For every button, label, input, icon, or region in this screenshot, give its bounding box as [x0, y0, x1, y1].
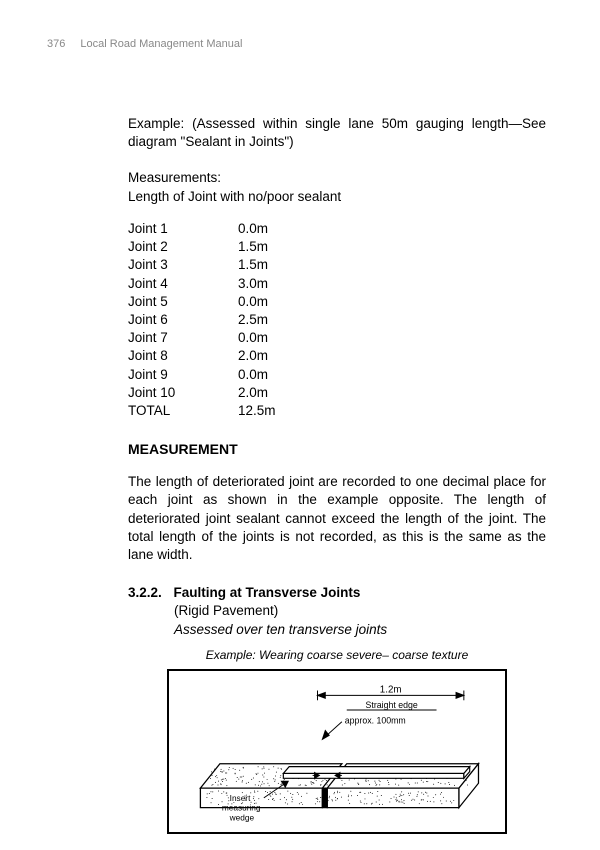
measurements-block: Measurements: Length of Joint with no/po… [128, 169, 546, 205]
measurements-sublabel: Length of Joint with no/poor sealant [128, 188, 546, 206]
subsection-title: Faulting at Transverse Joints [174, 585, 361, 600]
joint-label: Joint 9 [128, 366, 238, 384]
page-number: 376 [47, 38, 65, 50]
diagram-label-dimension: 1.2m [380, 685, 402, 696]
table-row: Joint 43.0m [128, 275, 546, 293]
diagram-caption: Example: Wearing coarse severe– coarse t… [128, 647, 546, 663]
joint-value: 0.0m [238, 366, 318, 384]
joint-measurements-table: Joint 10.0mJoint 21.5mJoint 31.5mJoint 4… [128, 220, 546, 420]
subsection-subtitle-2: Assessed over ten transverse joints [174, 621, 546, 639]
measurements-label: Measurements: [128, 169, 546, 187]
table-row: TOTAL12.5m [128, 402, 546, 420]
table-row: Joint 62.5m [128, 311, 546, 329]
manual-title: Local Road Management Manual [80, 38, 242, 50]
joint-value: 2.0m [238, 347, 318, 365]
joint-label: Joint 4 [128, 275, 238, 293]
subsection-subtitle-1: (Rigid Pavement) [174, 602, 546, 620]
joint-label: Joint 6 [128, 311, 238, 329]
faulting-diagram-svg: 1.2m Straight edge approx. 100mm [169, 671, 505, 832]
subsection-number: 3.2.2. [128, 585, 162, 600]
measurement-body-paragraph: The length of deteriorated joint are rec… [128, 473, 546, 564]
example-paragraph: Example: (Assessed within single lane 50… [128, 115, 546, 151]
joint-label: Joint 8 [128, 347, 238, 365]
table-row: Joint 31.5m [128, 256, 546, 274]
joint-label: Joint 1 [128, 220, 238, 238]
table-row: Joint 82.0m [128, 347, 546, 365]
table-row: Joint 50.0m [128, 293, 546, 311]
joint-label: Joint 2 [128, 238, 238, 256]
joint-label: Joint 10 [128, 384, 238, 402]
joint-value: 2.0m [238, 384, 318, 402]
section-heading-measurement: MEASUREMENT [128, 440, 546, 459]
joint-value: 2.5m [238, 311, 318, 329]
diagram-box: 1.2m Straight edge approx. 100mm [167, 669, 507, 834]
table-row: Joint 10.0m [128, 220, 546, 238]
table-row: Joint 70.0m [128, 329, 546, 347]
page-content: Example: (Assessed within single lane 50… [128, 115, 546, 834]
joint-label: TOTAL [128, 402, 238, 420]
diagram-label-approx: approx. 100mm [345, 716, 406, 726]
page-header: 376 Local Road Management Manual [47, 38, 242, 50]
table-row: Joint 102.0m [128, 384, 546, 402]
joint-value: 0.0m [238, 220, 318, 238]
joint-value: 0.0m [238, 329, 318, 347]
joint-label: Joint 7 [128, 329, 238, 347]
joint-label: Joint 5 [128, 293, 238, 311]
joint-value: 12.5m [238, 402, 318, 420]
subsection-block: 3.2.2. Faulting at Transverse Joints (Ri… [128, 584, 546, 639]
joint-value: 1.5m [238, 238, 318, 256]
joint-value: 3.0m [238, 275, 318, 293]
joint-label: Joint 3 [128, 256, 238, 274]
diagram-label-straight-edge: Straight edge [366, 700, 418, 710]
joint-value: 0.0m [238, 293, 318, 311]
joint-value: 1.5m [238, 256, 318, 274]
table-row: Joint 90.0m [128, 366, 546, 384]
table-row: Joint 21.5m [128, 238, 546, 256]
